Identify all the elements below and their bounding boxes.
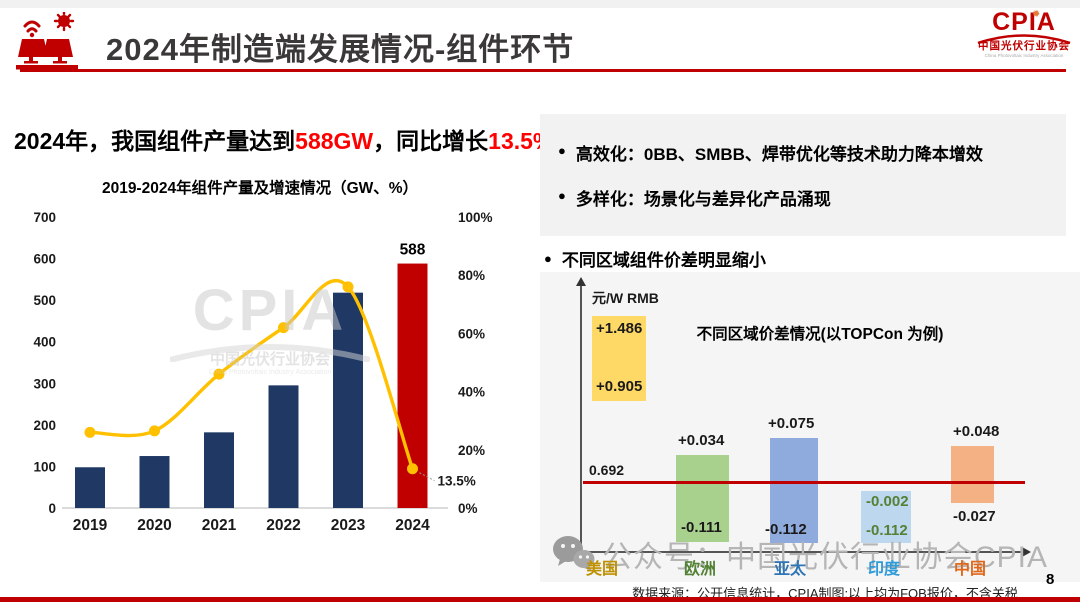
price-high-apac: +0.075	[768, 415, 815, 432]
price-bar-europe	[676, 455, 729, 542]
price-low-china: -0.027	[953, 508, 996, 525]
svg-text:0%: 0%	[458, 501, 478, 516]
x-axis-arrow-icon	[1022, 547, 1031, 557]
logo-en-name: China Photovoltaic Industry Association	[984, 53, 1064, 59]
region-label-china: 中国	[953, 561, 986, 578]
price-high-europe: +0.034	[678, 432, 725, 449]
svg-text:500: 500	[33, 293, 56, 308]
logo-cn-name: 中国光伏行业协会	[978, 40, 1070, 52]
cpia-logo: CPIA ✹ 中国光伏行业协会 China Photovoltaic Indust…	[972, 9, 1076, 68]
price-low-europe: -0.111	[681, 519, 722, 536]
svg-text:2021: 2021	[202, 517, 237, 534]
bottom-red-bar	[0, 597, 1080, 602]
y-axis	[580, 284, 582, 552]
region-label-apac: 亚太	[773, 561, 806, 578]
cpia-logo-text: CPIA ✹	[972, 9, 1076, 35]
price-high-china: +0.048	[953, 423, 1000, 440]
svg-text:100%: 100%	[458, 210, 493, 225]
svg-text:300: 300	[33, 376, 56, 391]
bullet-text: 多样化：场景化与差异化产品涌现	[575, 190, 831, 209]
price-low-apac: -0.112	[765, 521, 807, 538]
svg-text:2020: 2020	[137, 517, 171, 534]
price-low-us: +0.905	[596, 378, 643, 395]
price-chart: 元/W RMB 不同区域价差情况(以TOPCon 为例) +1.486 +0.9…	[540, 272, 1080, 582]
page-title: 2024年制造端发展情况-组件环节	[106, 32, 575, 67]
svg-text:600: 600	[33, 252, 56, 267]
y-axis-arrow-icon	[576, 277, 586, 286]
region-label-europe: 欧洲	[683, 561, 716, 578]
bullet-item: ● 多样化：场景化与差异化产品涌现	[558, 185, 1048, 210]
svg-text:2023: 2023	[331, 517, 366, 534]
baseline-line	[583, 481, 1025, 484]
headline-value: 588GW	[295, 128, 374, 154]
svg-text:100: 100	[33, 459, 56, 474]
region-label-us: 美国	[585, 561, 618, 578]
svg-text:2019: 2019	[73, 517, 108, 534]
bullet-icon: ●	[558, 188, 566, 203]
title-underline	[20, 69, 1066, 72]
baseline-label: 0.692	[589, 462, 625, 478]
page-number: 8	[1046, 571, 1055, 588]
price-chart-title: 不同区域价差情况(以TOPCon 为例)	[696, 326, 944, 343]
price-low-india: -0.112	[866, 522, 908, 539]
svg-text:700: 700	[33, 210, 56, 225]
price-bar-india	[861, 491, 911, 543]
top-strip	[0, 0, 1080, 8]
solar-panel-icon	[16, 12, 78, 70]
tech-bullets-box: ● 高效化：0BB、SMBB、焊带优化等技术助力降本增效 ● 多样化：场景化与差异化…	[540, 114, 1066, 236]
y-axis-label: 元/W RMB	[592, 290, 659, 306]
sunburst-icon: ✹	[1032, 9, 1042, 20]
bullet-icon: ●	[558, 143, 566, 158]
region-label-india: 印度	[867, 561, 900, 578]
svg-text:588: 588	[400, 242, 426, 259]
price-bar-china	[951, 446, 994, 503]
bullet-text: 高效化：0BB、SMBB、焊带优化等技术助力降本增效	[575, 145, 983, 164]
svg-text:40%: 40%	[458, 385, 485, 400]
svg-text:20%: 20%	[458, 443, 485, 458]
svg-text:60%: 60%	[458, 326, 485, 341]
svg-text:400: 400	[33, 335, 56, 350]
price-high-us: +1.486	[596, 320, 643, 337]
price-high-india: -0.002	[866, 493, 909, 510]
price-bar-apac	[770, 438, 818, 543]
production-chart-title: 2019-2024年组件产量及增速情况（GW、%）	[101, 180, 419, 197]
bullet-item: ● 高效化：0BB、SMBB、焊带优化等技术助力降本增效	[558, 140, 1048, 165]
headline-middle: ，同比增长	[373, 128, 489, 154]
logo-arc	[977, 34, 1071, 44]
production-chart: 0 100 200 300 400 500 600 700 0% 20% 40% 60% 80% 100%…	[33, 210, 493, 534]
bullet-icon: ●	[544, 250, 552, 266]
headline-prefix: 2024年，我国组件产量达到	[14, 128, 296, 154]
x-axis	[581, 551, 1025, 553]
svg-text:2022: 2022	[266, 517, 300, 534]
svg-text:2024: 2024	[395, 517, 430, 534]
svg-text:200: 200	[33, 418, 56, 433]
headline: 2024年，我国组件产量达到588GW，同比增长13.5%	[14, 122, 553, 156]
svg-text:0: 0	[48, 501, 56, 516]
price-bar-us	[592, 316, 646, 401]
svg-text:13.5%: 13.5%	[438, 474, 476, 489]
svg-text:80%: 80%	[458, 268, 485, 283]
price-section-heading: ● 不同区域组件价差明显缩小	[544, 246, 766, 271]
